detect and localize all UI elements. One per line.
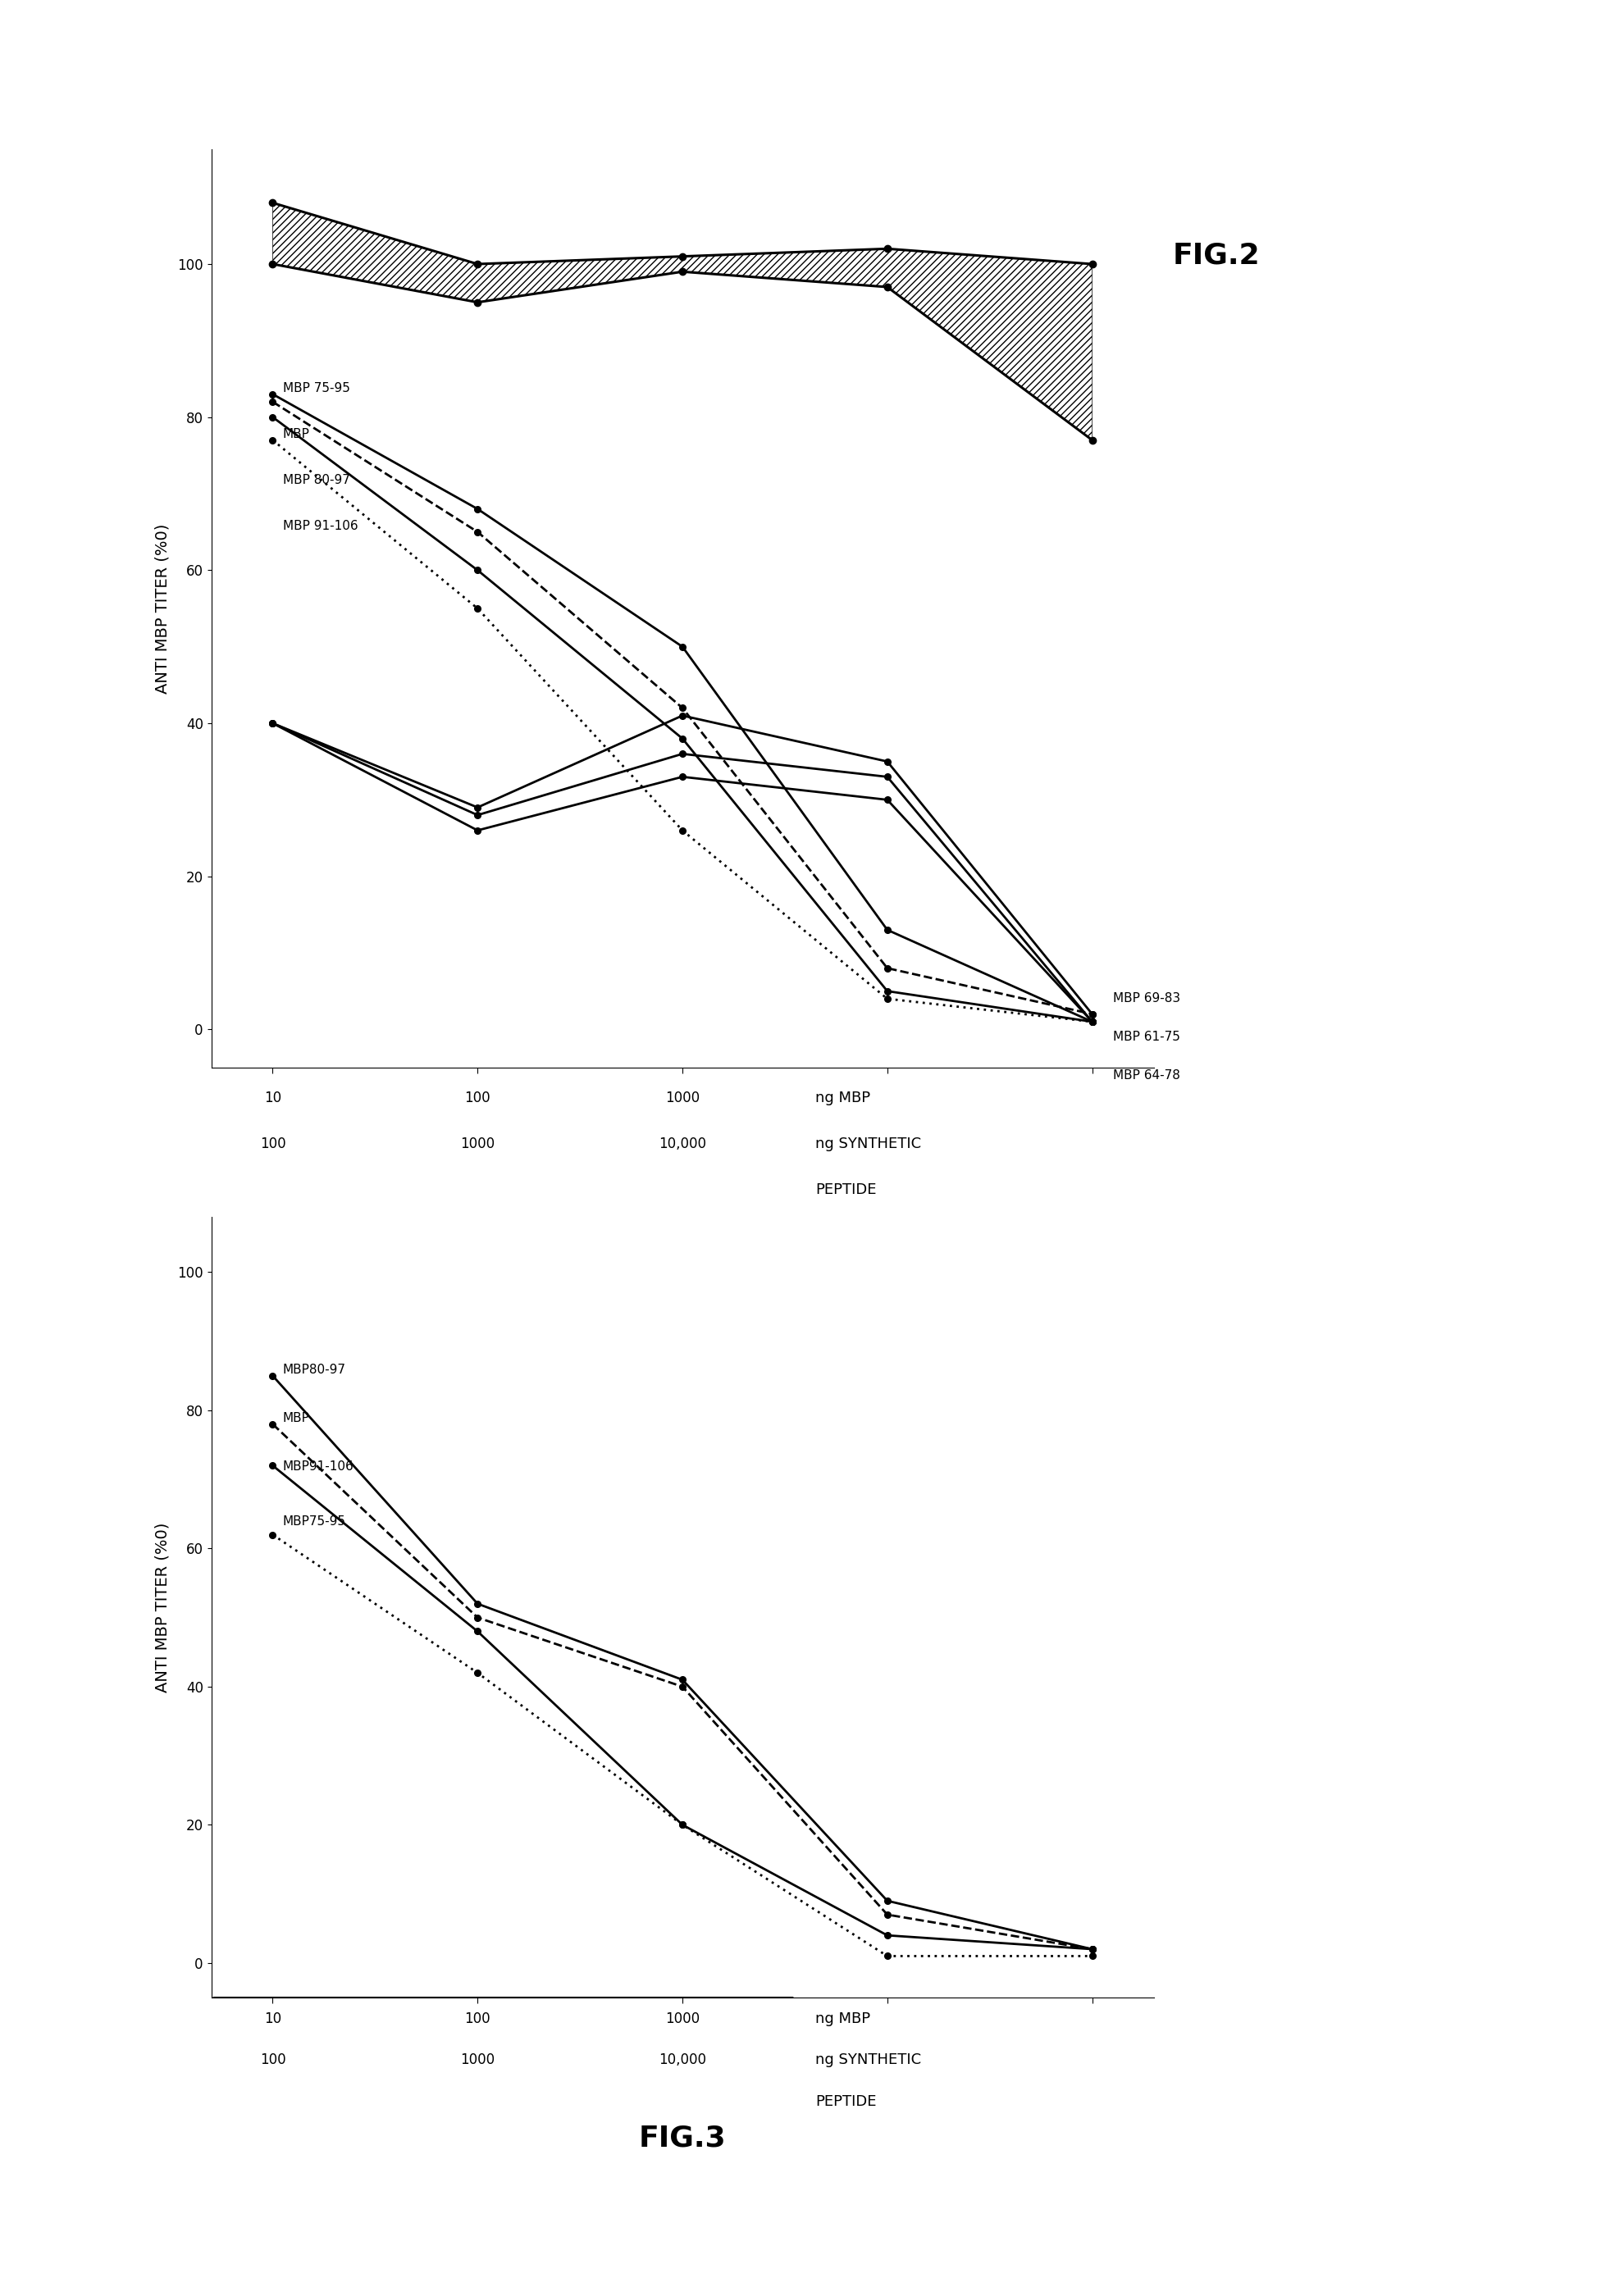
Text: MBP 64-78: MBP 64-78	[1112, 1070, 1179, 1081]
Text: 10,000: 10,000	[658, 1137, 706, 1150]
Text: ng MBP: ng MBP	[815, 2011, 870, 2025]
Text: 10,000: 10,000	[658, 2053, 706, 2066]
Text: MBP 91-106: MBP 91-106	[283, 519, 357, 533]
Text: FIG.2: FIG.2	[1173, 241, 1259, 269]
Text: 100: 100	[260, 2053, 286, 2066]
Text: PEPTIDE: PEPTIDE	[815, 2094, 877, 2110]
Text: PEPTIDE: PEPTIDE	[815, 1182, 877, 1196]
Text: MBP 61-75: MBP 61-75	[1112, 1031, 1179, 1042]
Y-axis label: ANTI MBP TITER (%0): ANTI MBP TITER (%0)	[154, 523, 171, 693]
Text: 1000: 1000	[460, 2053, 495, 2066]
Text: 10: 10	[263, 1091, 281, 1104]
Text: ng MBP: ng MBP	[815, 1091, 870, 1104]
Text: MBP 69-83: MBP 69-83	[1112, 992, 1179, 1006]
Text: 100: 100	[464, 2011, 490, 2025]
Text: MBP80-97: MBP80-97	[283, 1364, 346, 1375]
Text: MBP 80-97: MBP 80-97	[283, 473, 349, 487]
Text: 1000: 1000	[664, 1091, 700, 1104]
Text: MBP: MBP	[283, 1412, 310, 1424]
Text: MBP75-95: MBP75-95	[283, 1515, 346, 1527]
Text: MBP 75-95: MBP 75-95	[283, 381, 349, 395]
Text: 10: 10	[263, 2011, 281, 2025]
Text: MBP: MBP	[283, 427, 310, 441]
Text: MBP91-106: MBP91-106	[283, 1460, 354, 1472]
Text: FIG.3: FIG.3	[638, 2124, 726, 2151]
Text: ng SYNTHETIC: ng SYNTHETIC	[815, 1137, 921, 1150]
Text: 1000: 1000	[460, 1137, 495, 1150]
Text: ng SYNTHETIC: ng SYNTHETIC	[815, 2053, 921, 2066]
Y-axis label: ANTI MBP TITER (%0): ANTI MBP TITER (%0)	[154, 1522, 171, 1692]
Text: 100: 100	[464, 1091, 490, 1104]
Text: 1000: 1000	[664, 2011, 700, 2025]
Text: 100: 100	[260, 1137, 286, 1150]
